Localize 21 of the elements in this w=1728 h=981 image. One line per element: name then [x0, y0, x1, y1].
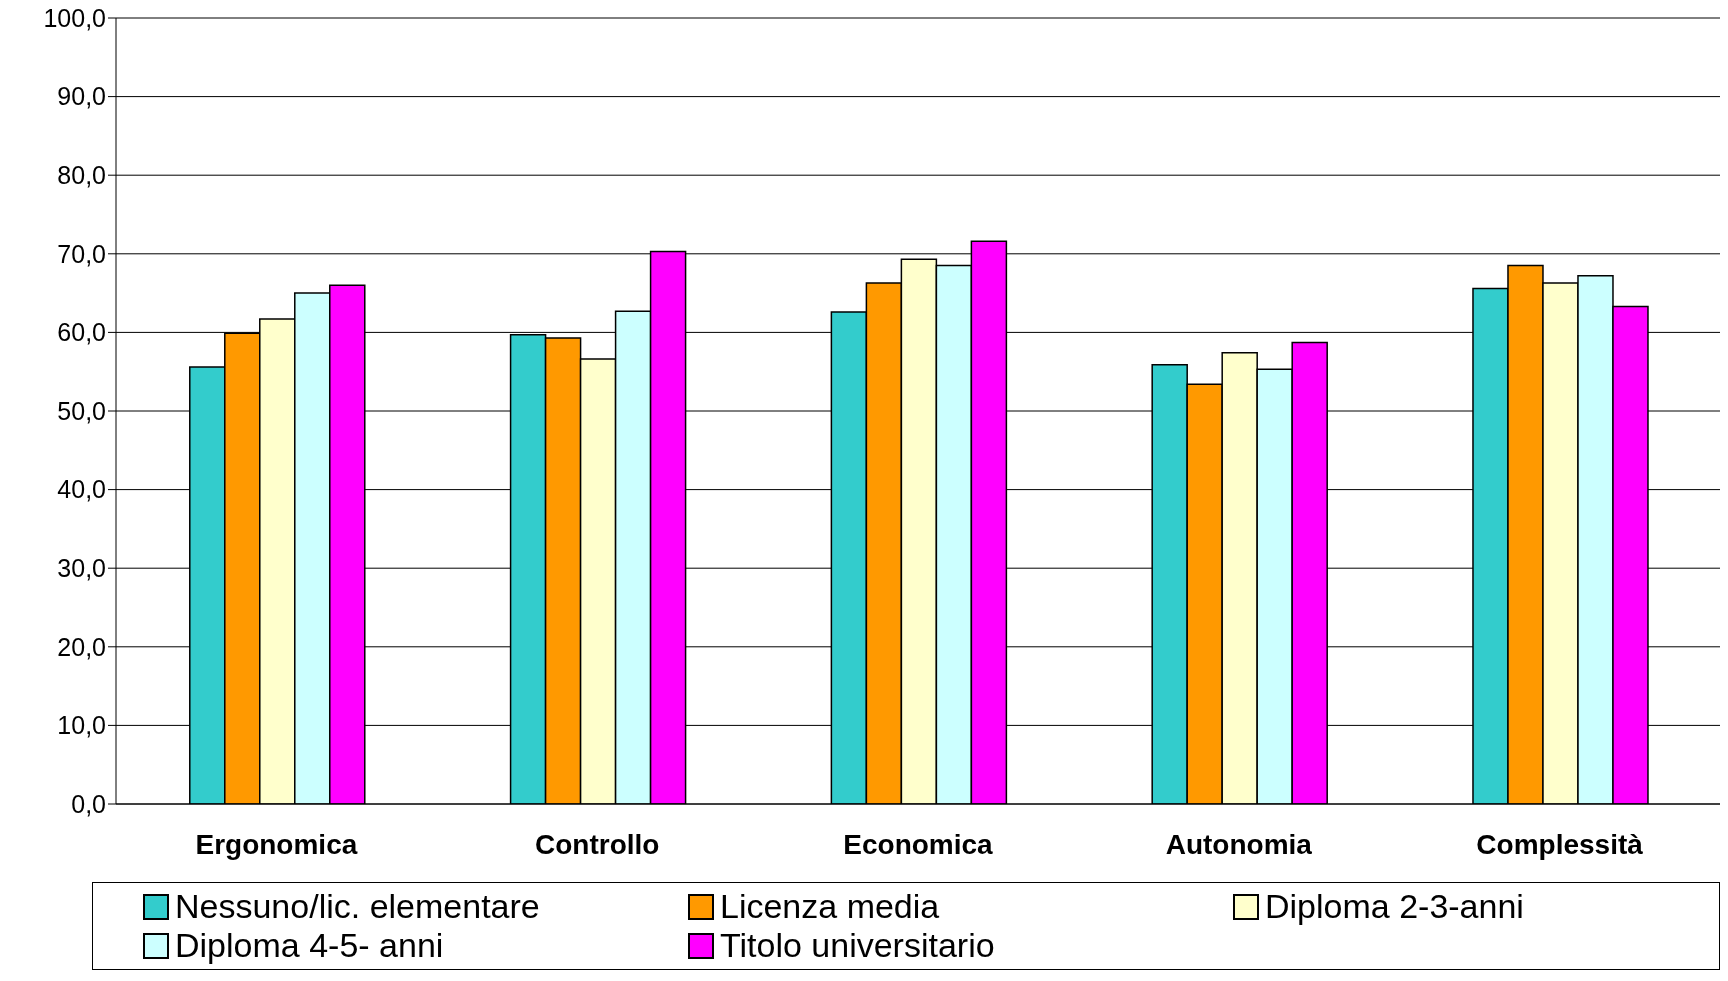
y-tick-label: 20,0 [57, 632, 106, 661]
x-tick-label: Ergonomica [195, 828, 358, 860]
y-tick-label: 30,0 [57, 554, 106, 583]
y-tick-label: 0,0 [71, 789, 106, 818]
y-tick-label: 100,0 [43, 3, 106, 32]
x-tick-label: Controllo [534, 828, 660, 860]
legend-label: Diploma 2-3-anni [1265, 887, 1524, 926]
y-tick-label: 70,0 [57, 239, 106, 268]
y-tick-label: 10,0 [57, 711, 106, 740]
y-tick-label: 40,0 [57, 475, 106, 504]
y-tick-label: 90,0 [57, 82, 106, 111]
legend-label: Nessuno/lic. elementare [175, 887, 540, 926]
y-tick-label: 50,0 [57, 396, 106, 425]
y-tick-label: 60,0 [57, 318, 106, 347]
legend-label: Titolo universitario [720, 926, 995, 965]
x-tick-label: Complessità [1476, 828, 1644, 860]
legend-label: Diploma 4-5- anni [175, 926, 444, 965]
x-tick-label: Economica [843, 828, 994, 860]
x-tick-label: Autonomia [1165, 828, 1313, 860]
legend-label: Licenza media [720, 887, 940, 926]
y-tick-label: 80,0 [57, 161, 106, 190]
